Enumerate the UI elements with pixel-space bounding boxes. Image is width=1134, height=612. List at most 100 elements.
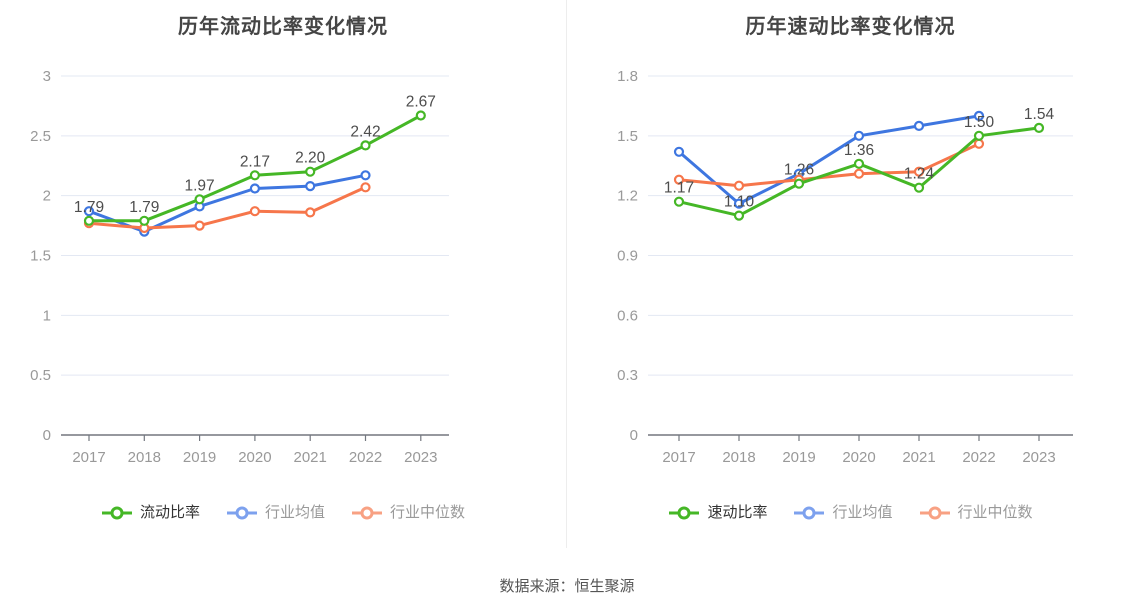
legend-marker-ring <box>235 506 249 519</box>
y-axis-label: 0.3 <box>617 367 638 384</box>
legend-item-industry-median[interactable]: 行业中位数 <box>919 505 1033 520</box>
data-label: 1.24 <box>904 166 935 183</box>
y-axis-label: 0.5 <box>30 367 51 384</box>
y-axis-label: 1.5 <box>617 128 638 145</box>
y-axis-label: 2 <box>43 188 51 205</box>
data-label: 1.36 <box>844 142 874 159</box>
data-point-quick-ratio <box>793 178 805 189</box>
legend-label: 速动比率 <box>707 504 768 521</box>
data-point-current-ratio <box>360 140 371 151</box>
y-axis-label: 0.6 <box>617 307 638 324</box>
current-ratio-chart-panel: 历年流动比率变化情况 3 2.5 2 1.5 1 0.5 0 2017 2018 2019 2020… <box>0 0 567 548</box>
series-line-industry-median <box>87 185 367 230</box>
y-axis-label: 0.9 <box>617 248 638 265</box>
data-point-current-ratio <box>139 215 150 226</box>
data-source-note: 数据来源：恒生聚源 <box>499 578 635 595</box>
legend-marker-ring <box>928 506 941 519</box>
legend-label: 行业均值 <box>264 504 325 521</box>
data-point-industry-average <box>673 146 685 157</box>
plot-svg: 1.8 1.5 1.2 0.9 0.6 0.3 0 2017 2018 2019 2020 2021 2… <box>617 68 1073 466</box>
data-label: 2.20 <box>295 150 326 167</box>
charts-row: 历年流动比率变化情况 3 2.5 2 1.5 1 0.5 0 2017 2018 2019 2020… <box>0 0 1134 548</box>
data-point-industry-average <box>733 198 745 209</box>
x-axis-label: 2021 <box>294 449 327 466</box>
chart-title-current-ratio: 历年流动比率变化情况 <box>178 16 388 38</box>
legend-marker-current-ratio-icon <box>101 506 132 519</box>
data-point-quick-ratio <box>853 158 865 169</box>
legend-item-industry-average[interactable]: 行业均值 <box>226 505 325 520</box>
quick-ratio-chart-panel: 历年速动比率变化情况 1.8 1.5 1.2 0.9 0.6 0.3 0 2017 2018 20… <box>567 0 1134 548</box>
data-label: 1.54 <box>1024 106 1055 123</box>
data-point-industry-median <box>973 138 985 149</box>
legend-current-ratio: 流动比率 行业均值 行业中位数 <box>0 505 566 520</box>
legend-marker-ring <box>110 506 124 519</box>
data-point-industry-median <box>249 206 260 217</box>
data-point-industry-median <box>913 166 925 177</box>
legend-marker-ring <box>360 506 374 519</box>
data-point-quick-ratio <box>1033 122 1045 134</box>
data-point-quick-ratio <box>913 182 925 193</box>
legend-marker-industry-median-icon <box>919 506 950 519</box>
data-point-quick-ratio <box>733 210 745 221</box>
x-axis-label: 2017 <box>72 449 105 466</box>
legend-marker-ring <box>802 506 816 519</box>
y-axis-label: 1 <box>43 307 51 324</box>
legend-item-current-ratio[interactable]: 流动比率 <box>101 505 200 520</box>
data-point-current-ratio <box>249 170 260 181</box>
data-point-industry-median <box>360 182 371 193</box>
x-axis-label: 2017 <box>662 449 695 466</box>
legend-item-industry-average[interactable]: 行业均值 <box>793 504 893 521</box>
data-point-industry-median <box>194 220 205 231</box>
legend-label: 行业均值 <box>832 504 893 521</box>
data-label: 1.26 <box>784 162 814 179</box>
data-label: 2.67 <box>406 94 436 111</box>
data-label: 1.17 <box>664 180 694 197</box>
data-label: 1.97 <box>185 177 215 194</box>
legend-marker-industry-average-icon <box>794 506 825 519</box>
y-axis-label: 2.5 <box>30 128 51 145</box>
legend-item-industry-median[interactable]: 行业中位数 <box>351 505 465 520</box>
legend-marker-industry-average-icon <box>226 506 257 519</box>
chart-title-quick-ratio: 历年速动比率变化情况 <box>745 16 956 38</box>
legend-marker-quick-ratio-icon <box>669 506 700 519</box>
x-axis-label: 2019 <box>183 449 216 466</box>
x-axis-label: 2023 <box>1022 449 1055 466</box>
x-axis-label: 2023 <box>404 449 437 466</box>
data-label: 2.17 <box>240 153 270 170</box>
plot-svg: 3 2.5 2 1.5 1 0.5 0 2017 2018 2019 2020 2021 2022 202… <box>30 68 449 466</box>
series-line-industry-average <box>677 114 981 206</box>
x-axis-label: 2022 <box>962 449 995 466</box>
data-label: 2.42 <box>350 123 380 140</box>
data-point-current-ratio <box>415 110 426 121</box>
y-axis-label: 0 <box>43 427 51 444</box>
legend-label: 行业中位数 <box>390 504 466 521</box>
y-axis-label: 3 <box>43 68 51 85</box>
data-point-current-ratio <box>194 194 205 205</box>
data-point-industry-median <box>673 174 685 185</box>
data-label: 1.79 <box>74 199 104 216</box>
data-point-industry-average <box>360 170 371 181</box>
series-line-industry-median <box>677 142 981 188</box>
x-axis-label: 2022 <box>349 449 382 466</box>
y-axis-label: 0 <box>630 427 638 444</box>
legend-marker-ring <box>677 506 691 519</box>
legend-quick-ratio: 速动比率 行业均值 行业中位数 <box>567 505 1134 520</box>
data-point-industry-average <box>913 120 925 132</box>
y-axis-label: 1.5 <box>30 248 51 265</box>
data-point-industry-average <box>83 206 95 217</box>
x-axis-label: 2021 <box>902 449 935 466</box>
data-point-industry-average <box>853 130 865 141</box>
data-point-industry-median <box>733 180 745 191</box>
data-point-quick-ratio <box>973 130 985 141</box>
data-point-current-ratio <box>83 215 95 226</box>
legend-item-quick-ratio[interactable]: 速动比率 <box>668 505 767 520</box>
x-axis-label: 2020 <box>842 449 875 466</box>
x-axis-label: 2018 <box>128 449 161 466</box>
legend-marker-industry-median-icon <box>352 506 382 519</box>
x-axis-label: 2019 <box>782 449 815 466</box>
x-axis-label: 2020 <box>238 449 271 466</box>
x-axis-label: 2018 <box>722 449 755 466</box>
data-point-industry-median <box>305 207 316 218</box>
y-axis-label: 1.2 <box>617 188 638 205</box>
